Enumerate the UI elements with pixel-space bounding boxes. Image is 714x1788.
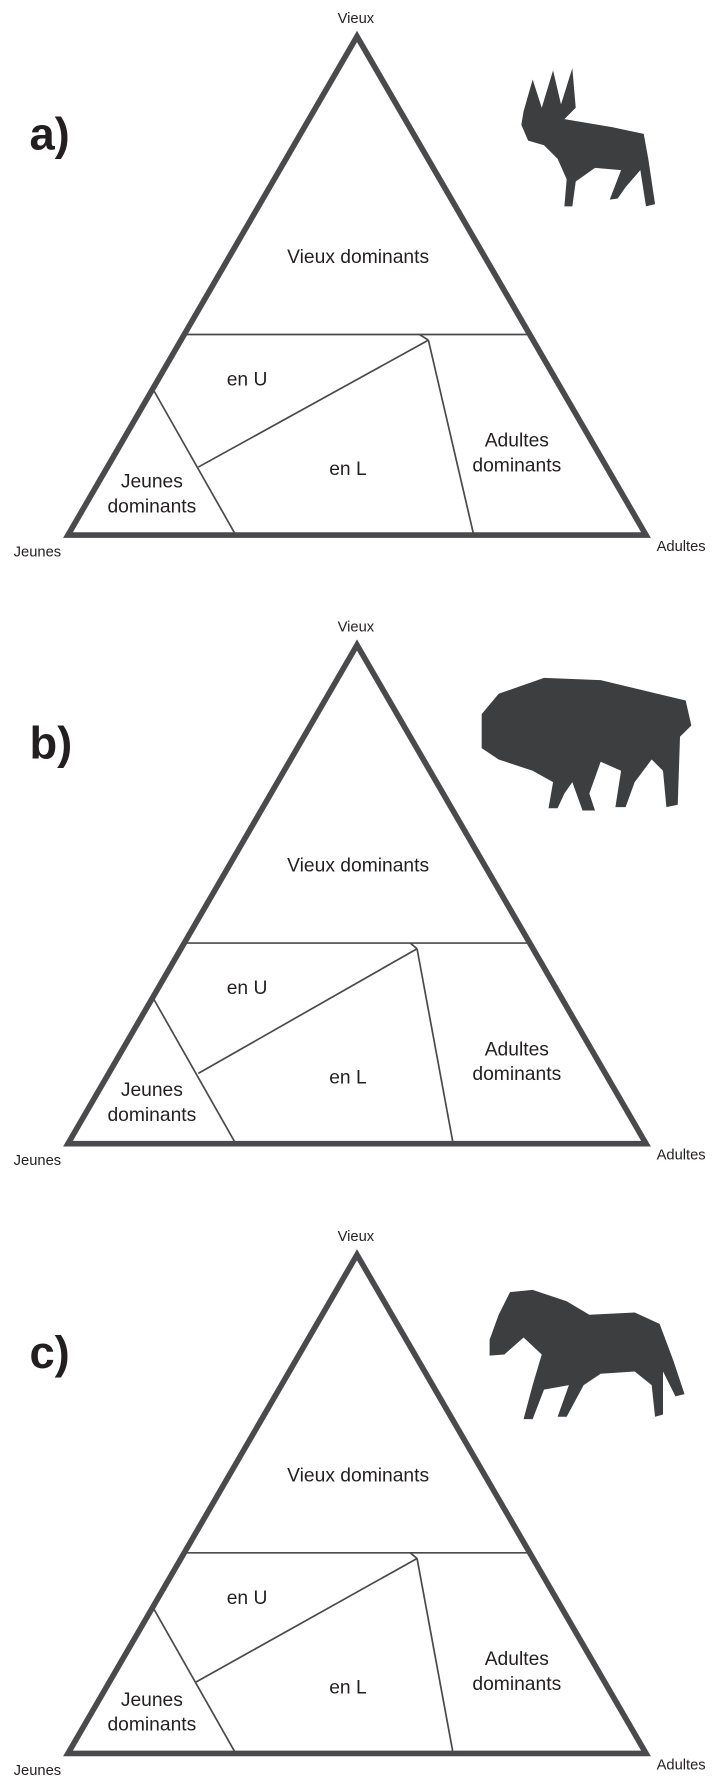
panel-label: b): [29, 717, 72, 768]
region-label: dominants: [472, 456, 561, 477]
region-label: Vieux dominants: [287, 856, 429, 877]
boundary-line: [409, 942, 418, 950]
corner-label: Adultes: [657, 1148, 706, 1164]
boundary-line: [427, 339, 475, 536]
boundary-line: [195, 1557, 418, 1683]
triangle-outline: [63, 30, 651, 538]
ternary-panel: c) Vieux Jeunes Adultes Vieux dominants en U e…: [14, 1229, 706, 1779]
region-label: en L: [329, 1677, 367, 1698]
corner-label: Vieux: [338, 11, 375, 27]
corner-label: Jeunes: [14, 545, 61, 561]
region-label: en U: [227, 369, 268, 390]
boundary-line: [197, 947, 418, 1075]
triangle-outline: [63, 1249, 651, 1757]
animal-silhouette: [489, 1289, 685, 1420]
animal-silhouette: [481, 677, 692, 811]
boundary-line: [153, 1609, 237, 1754]
animal-silhouette: [521, 68, 656, 207]
region-label: en L: [329, 459, 367, 480]
corner-label: Vieux: [338, 1229, 375, 1245]
region-label: Adultes: [485, 1039, 549, 1060]
region-label: Jeunes: [121, 471, 183, 492]
region-label: dominants: [472, 1674, 561, 1695]
corner-label: Jeunes: [14, 1763, 61, 1779]
corner-label: Vieux: [338, 619, 375, 635]
boundary-line: [153, 999, 237, 1145]
boundary-line: [197, 339, 429, 468]
region-label: dominants: [107, 1105, 196, 1126]
region-label: Jeunes: [121, 1080, 183, 1101]
region-label: dominants: [107, 1715, 196, 1736]
triangle-outline: [63, 639, 651, 1147]
region-label: dominants: [107, 496, 196, 517]
boundary-line: [409, 1552, 418, 1560]
region-label: Jeunes: [121, 1690, 183, 1711]
region-label: Adultes: [485, 431, 549, 452]
corner-label: Adultes: [657, 1757, 706, 1773]
boundary-line: [416, 1558, 455, 1755]
ternary-panel: a) Vieux Jeunes Adultes Vieux dominants en U e…: [14, 11, 706, 561]
boundary-line: [416, 948, 455, 1145]
region-label: en U: [227, 1588, 268, 1609]
ternary-panel: b) Vieux Jeunes Adultes Vieux dominants en U e…: [14, 619, 706, 1169]
boundary-line: [153, 390, 237, 536]
region-label: en L: [329, 1068, 367, 1089]
region-label: Adultes: [485, 1649, 549, 1670]
panel-label: a): [29, 109, 69, 160]
panel-label: c): [29, 1327, 69, 1378]
boundary-line: [418, 333, 429, 341]
region-label: Vieux dominants: [287, 247, 429, 268]
region-label: en U: [227, 978, 268, 999]
region-label: dominants: [472, 1064, 561, 1085]
corner-label: Jeunes: [14, 1153, 61, 1169]
corner-label: Adultes: [657, 539, 706, 555]
region-label: Vieux dominants: [287, 1465, 429, 1486]
